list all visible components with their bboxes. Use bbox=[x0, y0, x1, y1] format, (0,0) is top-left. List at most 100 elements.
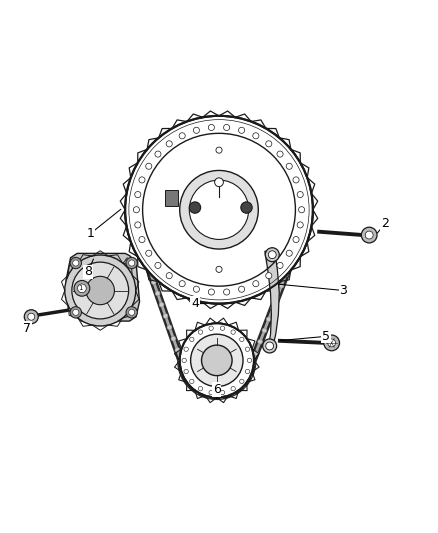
Circle shape bbox=[171, 336, 176, 341]
Text: 1: 1 bbox=[86, 227, 94, 240]
Circle shape bbox=[184, 369, 188, 374]
Circle shape bbox=[279, 284, 284, 288]
Circle shape bbox=[296, 238, 301, 243]
Circle shape bbox=[303, 236, 307, 241]
Circle shape bbox=[72, 262, 129, 319]
Circle shape bbox=[180, 323, 254, 398]
Polygon shape bbox=[265, 251, 279, 352]
Circle shape bbox=[159, 302, 164, 307]
Circle shape bbox=[180, 171, 258, 249]
Circle shape bbox=[126, 306, 138, 318]
Circle shape bbox=[86, 276, 114, 305]
Circle shape bbox=[297, 191, 303, 198]
Text: 8: 8 bbox=[84, 265, 92, 278]
Circle shape bbox=[135, 222, 141, 228]
Circle shape bbox=[293, 177, 299, 183]
Circle shape bbox=[155, 262, 161, 269]
Circle shape bbox=[216, 266, 222, 272]
Circle shape bbox=[266, 141, 272, 147]
Circle shape bbox=[219, 393, 224, 398]
Circle shape bbox=[230, 390, 235, 395]
Circle shape bbox=[182, 358, 186, 362]
Circle shape bbox=[234, 296, 239, 301]
Circle shape bbox=[73, 260, 79, 266]
Circle shape bbox=[131, 223, 136, 228]
Circle shape bbox=[184, 347, 188, 351]
Circle shape bbox=[196, 389, 201, 393]
Circle shape bbox=[266, 272, 272, 279]
Circle shape bbox=[247, 358, 252, 362]
Circle shape bbox=[70, 306, 81, 318]
Circle shape bbox=[166, 282, 170, 287]
Circle shape bbox=[253, 281, 259, 287]
Text: 5: 5 bbox=[322, 330, 330, 343]
Circle shape bbox=[288, 261, 293, 266]
Circle shape bbox=[277, 262, 283, 269]
Circle shape bbox=[209, 326, 213, 330]
Circle shape bbox=[250, 362, 255, 367]
Circle shape bbox=[143, 257, 148, 262]
Circle shape bbox=[365, 231, 373, 239]
Circle shape bbox=[223, 289, 230, 295]
Circle shape bbox=[220, 326, 225, 330]
Circle shape bbox=[216, 147, 222, 153]
Circle shape bbox=[305, 216, 310, 221]
Circle shape bbox=[187, 381, 192, 386]
Circle shape bbox=[277, 151, 283, 157]
Circle shape bbox=[361, 227, 377, 243]
Circle shape bbox=[265, 248, 279, 262]
Circle shape bbox=[73, 309, 79, 316]
Circle shape bbox=[198, 330, 203, 334]
Circle shape bbox=[208, 289, 215, 295]
Circle shape bbox=[126, 257, 138, 269]
Circle shape bbox=[134, 247, 139, 252]
Circle shape bbox=[283, 272, 288, 277]
Circle shape bbox=[65, 255, 136, 326]
Circle shape bbox=[286, 163, 292, 169]
Circle shape bbox=[257, 289, 261, 294]
Text: 7: 7 bbox=[23, 322, 31, 335]
Circle shape bbox=[189, 202, 201, 213]
Circle shape bbox=[245, 347, 250, 351]
Circle shape bbox=[155, 151, 161, 157]
Circle shape bbox=[146, 163, 152, 169]
Circle shape bbox=[297, 222, 303, 228]
Circle shape bbox=[198, 296, 203, 301]
Circle shape bbox=[190, 337, 194, 342]
Circle shape bbox=[253, 133, 259, 139]
Circle shape bbox=[176, 288, 180, 294]
Circle shape bbox=[231, 386, 235, 391]
Circle shape bbox=[328, 339, 336, 347]
Circle shape bbox=[239, 286, 245, 292]
Circle shape bbox=[292, 249, 297, 254]
Circle shape bbox=[146, 250, 152, 256]
Circle shape bbox=[258, 340, 262, 344]
Circle shape bbox=[201, 345, 232, 376]
Circle shape bbox=[127, 224, 132, 229]
Circle shape bbox=[262, 328, 267, 333]
Circle shape bbox=[70, 257, 81, 269]
Circle shape bbox=[286, 250, 292, 256]
Circle shape bbox=[166, 141, 172, 147]
Circle shape bbox=[179, 133, 185, 139]
Circle shape bbox=[179, 281, 185, 287]
Text: 1: 1 bbox=[78, 285, 82, 292]
Circle shape bbox=[293, 257, 297, 262]
Circle shape bbox=[210, 298, 215, 303]
Circle shape bbox=[220, 390, 225, 395]
Circle shape bbox=[263, 339, 277, 353]
Circle shape bbox=[187, 293, 192, 298]
Circle shape bbox=[155, 291, 160, 296]
Circle shape bbox=[133, 207, 139, 213]
Circle shape bbox=[266, 342, 274, 350]
Circle shape bbox=[189, 180, 249, 239]
Circle shape bbox=[277, 276, 282, 280]
Text: 2: 2 bbox=[381, 217, 389, 230]
Circle shape bbox=[247, 374, 251, 378]
Circle shape bbox=[151, 280, 156, 285]
Circle shape bbox=[266, 317, 271, 322]
Circle shape bbox=[245, 369, 250, 374]
Circle shape bbox=[130, 236, 135, 240]
Circle shape bbox=[156, 275, 161, 280]
Circle shape bbox=[215, 178, 223, 187]
